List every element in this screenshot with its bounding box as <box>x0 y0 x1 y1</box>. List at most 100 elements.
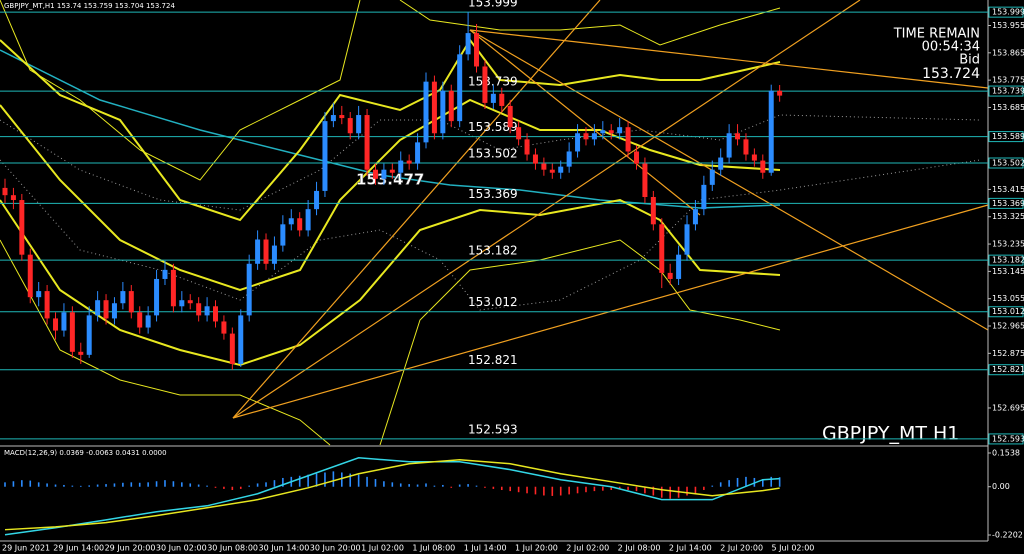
macd-histogram-bar <box>778 477 781 487</box>
candle-body <box>482 66 488 103</box>
candle-body <box>516 127 522 140</box>
macd-histogram-bar <box>391 482 394 487</box>
candle-body <box>524 139 530 155</box>
macd-histogram-bar <box>273 480 276 487</box>
macd-histogram-bar <box>425 483 427 487</box>
macd-histogram-bar <box>652 486 655 496</box>
macd-histogram-bar <box>719 482 722 487</box>
level-label: 153.369 <box>468 187 518 201</box>
macd-histogram-bar <box>467 484 469 487</box>
moving-average <box>0 49 781 209</box>
candle-body <box>10 195 16 201</box>
level-tag <box>988 306 1024 318</box>
macd-y-tick-label: 0.00 <box>992 482 1010 491</box>
level-tag-label: 153.999 <box>992 8 1024 17</box>
level-tag-label: 152.821 <box>992 365 1024 374</box>
level-tag <box>988 6 1024 18</box>
macd-histogram-bar <box>113 483 116 487</box>
candle-body <box>760 160 766 173</box>
candle-body <box>549 169 555 173</box>
macd-histogram-bar <box>315 473 318 487</box>
open: 153.74 <box>57 2 82 10</box>
candle-body <box>255 239 261 264</box>
x-tick-label: 2 Jul 14:00 <box>669 544 712 553</box>
x-tick-label: 2 Jul 08:00 <box>618 544 661 553</box>
candle-body <box>137 312 143 328</box>
candle-body <box>768 90 774 173</box>
x-tick-label: 2 Jul 02:00 <box>566 544 609 553</box>
candle-body <box>398 160 404 173</box>
macd-histogram-bar <box>484 486 486 488</box>
candle-body <box>19 200 25 255</box>
macd-histogram-bar <box>164 480 166 487</box>
macd-histogram-bar <box>669 486 671 499</box>
candle-body <box>170 269 176 307</box>
low: 153.704 <box>115 2 144 10</box>
candle-body <box>2 187 8 196</box>
macd-histogram-bar <box>686 486 688 496</box>
macd-histogram-bar <box>762 479 764 487</box>
trend-line <box>232 0 861 419</box>
macd-histogram-bar <box>627 486 629 491</box>
candle-body <box>600 130 606 134</box>
candle-body <box>667 272 673 279</box>
x-tick-label: 29 Jun 20:00 <box>105 544 156 553</box>
candle-body <box>532 154 538 164</box>
candle-body <box>179 300 185 307</box>
macd-histogram-bar <box>559 486 562 496</box>
macd-histogram-bar <box>543 486 545 496</box>
level-tag-label: 153.012 <box>992 307 1024 316</box>
candle-body <box>684 224 690 255</box>
trend-line <box>469 29 701 216</box>
candle-body <box>676 254 682 279</box>
candle-body <box>440 90 446 134</box>
level-tag <box>988 254 1024 266</box>
band-middle <box>0 98 781 292</box>
macd-histogram-bar <box>79 485 82 487</box>
x-tick-label: 2 Jul 20:00 <box>720 544 763 553</box>
high: 153.759 <box>84 2 113 10</box>
candle-body <box>415 142 421 164</box>
macd-histogram-bar <box>147 482 149 487</box>
level-label: 153.012 <box>468 295 518 309</box>
macd-histogram-bar <box>357 474 360 487</box>
candle-body <box>44 291 50 319</box>
candle-body <box>490 93 496 103</box>
candle-body <box>617 127 623 134</box>
candle-body <box>263 239 269 264</box>
macd-histogram-bar <box>282 477 284 487</box>
macd-histogram-bar <box>256 483 259 487</box>
y-tick-label: 153.055 <box>992 294 1024 303</box>
candle-body <box>271 245 277 264</box>
band-outer <box>0 239 331 446</box>
macd-histogram-bar <box>46 483 48 487</box>
candle-body <box>735 133 741 140</box>
macd-histogram-bar <box>635 486 638 492</box>
macd-histogram-bar <box>644 486 646 494</box>
macd-histogram-bar <box>703 486 705 491</box>
y-tick-label: 152.965 <box>992 322 1024 331</box>
price-label: 153.477 <box>356 171 424 189</box>
candle-body <box>187 300 193 304</box>
x-tick-label: 30 Jun 08:00 <box>207 544 258 553</box>
level-tag <box>988 131 1024 143</box>
candle-body <box>692 209 698 225</box>
macd-histogram-bar <box>105 484 107 487</box>
candle-body <box>457 54 463 122</box>
macd-histogram-bar <box>181 482 183 487</box>
macd-histogram-bar <box>21 480 23 487</box>
x-tick-label: 29 Jun 14:00 <box>53 544 104 553</box>
macd-histogram-bar <box>736 477 739 487</box>
candle-body <box>221 321 227 334</box>
y-tick-label: 153.955 <box>992 21 1024 30</box>
level-label: 153.999 <box>468 0 518 10</box>
candle-body <box>634 151 639 164</box>
macd-histogram-bar <box>442 484 444 487</box>
macd-histogram-bar <box>341 472 343 487</box>
macd-histogram-bar <box>239 486 242 489</box>
macd-histogram-bar <box>189 483 192 487</box>
macd-histogram-bar <box>231 486 234 491</box>
level-label: 153.739 <box>468 75 518 89</box>
level-tag <box>988 433 1024 445</box>
trend-line <box>469 29 989 331</box>
